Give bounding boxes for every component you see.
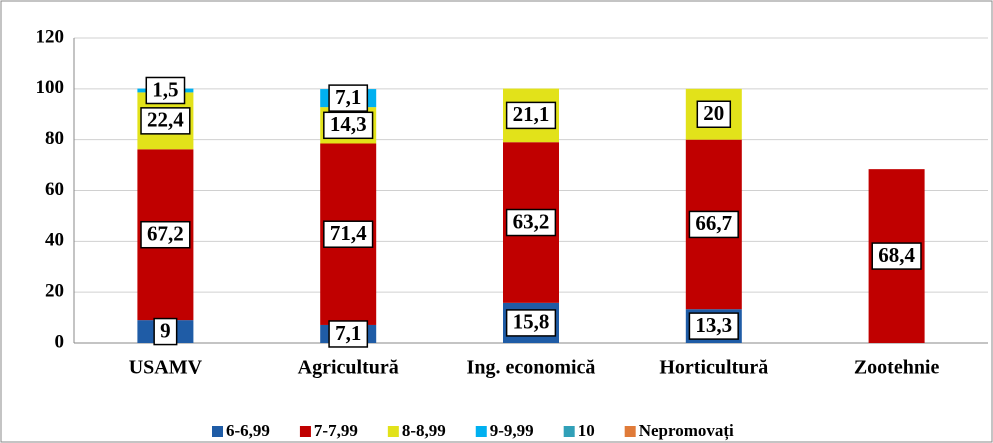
data-label: 20: [703, 101, 724, 125]
data-label: 63,2: [513, 209, 550, 233]
data-label-box: [323, 220, 374, 248]
data-label: 21,1: [513, 102, 550, 126]
data-label: 7,1: [335, 321, 361, 345]
data-label-box: [140, 107, 191, 135]
data-label: 22,4: [147, 108, 184, 132]
y-tick-label: 60: [45, 179, 64, 200]
data-label: 71,4: [330, 221, 367, 245]
data-label: 9: [160, 318, 171, 342]
y-tick-label: 40: [45, 230, 64, 251]
data-label: 14,3: [330, 112, 367, 136]
data-label-box: [505, 101, 557, 130]
y-tick-label: 80: [45, 128, 64, 149]
data-label-box: [688, 210, 739, 239]
data-label-box: [323, 111, 374, 140]
legend-label: 9-9,99: [490, 421, 534, 440]
legend-label: 8-8,99: [402, 421, 446, 440]
y-tick-label: 20: [45, 281, 64, 302]
data-label-box: [696, 100, 732, 128]
legend-label: 10: [578, 421, 595, 440]
legend-label: Nepromovați: [639, 421, 734, 441]
x-tick-label: Ing. economică: [467, 357, 596, 379]
legend-swatch: [624, 426, 636, 437]
data-label: 7,1: [335, 85, 361, 109]
y-tick-label: 100: [36, 77, 65, 98]
data-label: 67,2: [147, 222, 184, 246]
data-label: 1,5: [152, 77, 178, 101]
data-label-box: [153, 317, 178, 346]
data-label-box: [688, 312, 739, 340]
legend-swatch: [387, 426, 399, 437]
data-label-box: [505, 208, 557, 237]
legend-swatch: [299, 426, 311, 437]
data-label-box: [328, 84, 369, 112]
data-label: 13,3: [695, 313, 732, 337]
y-tick-label: 0: [55, 331, 65, 352]
data-label-box: [871, 242, 922, 270]
x-tick-label: Horticultură: [659, 357, 768, 379]
legend-swatch: [563, 426, 575, 437]
legend-swatch: [212, 426, 223, 437]
data-label-box: [328, 320, 369, 348]
data-label-box: [140, 220, 191, 249]
x-tick-label: Zootehnie: [854, 357, 940, 379]
legend-label: 7-7,99: [314, 421, 358, 440]
x-tick-label: USAMV: [129, 357, 203, 379]
data-label: 15,8: [513, 310, 550, 334]
data-label: 68,4: [878, 243, 915, 267]
legend-label: 6-6,99: [226, 421, 270, 440]
data-label-box: [145, 76, 186, 105]
data-label-box: [505, 309, 557, 337]
legend-swatch: [475, 426, 487, 437]
x-tick-label: Agricultură: [298, 357, 399, 379]
y-tick-label: 120: [36, 26, 65, 47]
data-label: 66,7: [695, 211, 732, 235]
